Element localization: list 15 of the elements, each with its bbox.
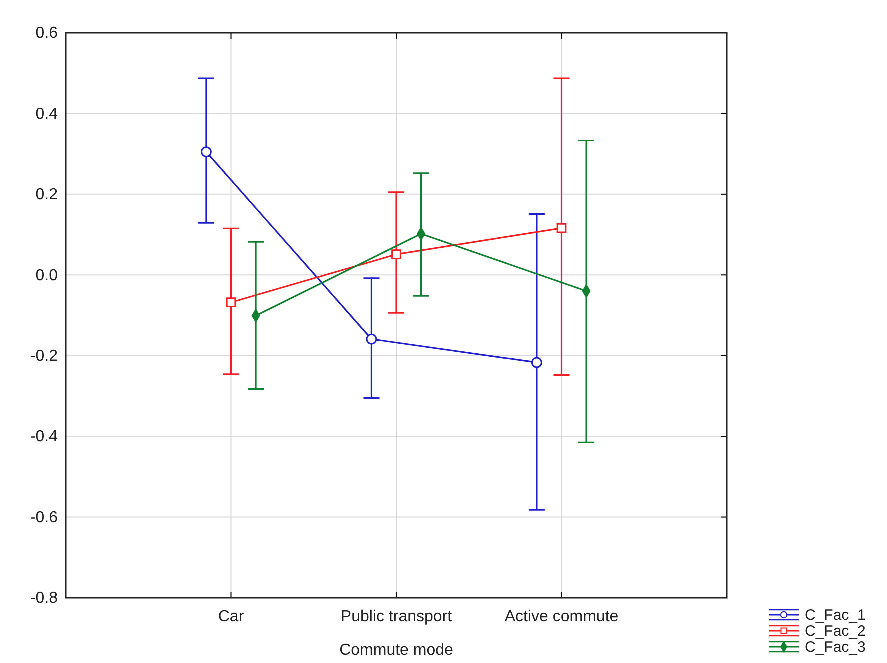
legend-label: C_Fac_2 (805, 623, 866, 640)
x-tick-label: Car (218, 608, 245, 626)
y-tick-label: -0.4 (30, 428, 58, 446)
y-tick-label: -0.6 (30, 509, 58, 526)
x-axis-title: Commute mode (340, 642, 454, 659)
legend-label: C_Fac_1 (805, 607, 866, 624)
y-tick-label: -0.2 (30, 348, 58, 365)
y-tick-label: 0.0 (36, 267, 58, 284)
x-tick-label: Public transport (340, 608, 453, 626)
x-tick-label: Active commute (504, 608, 619, 626)
legend-label: C_Fac_3 (805, 639, 866, 656)
y-tick-label: 0.2 (36, 186, 58, 204)
y-tick-label: 0.4 (36, 106, 58, 123)
y-tick-label: -0.8 (30, 590, 58, 608)
y-tick-label: 0.6 (36, 25, 58, 42)
